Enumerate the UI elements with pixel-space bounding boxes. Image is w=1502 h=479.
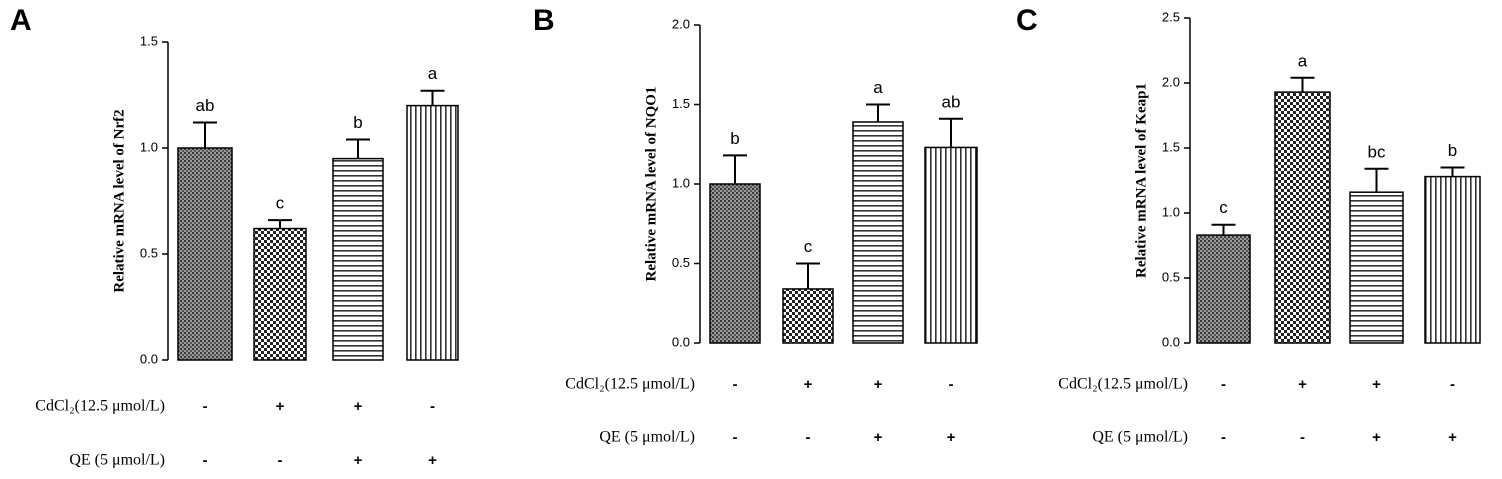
y-axis-label: Relative mRNA level of Nrf2	[111, 109, 127, 292]
treatment-sign: -	[203, 398, 208, 415]
treatment-sign: +	[1298, 376, 1307, 393]
treatment-sign: +	[947, 429, 956, 446]
treatment-sign: +	[1448, 429, 1457, 446]
y-tick-label: 0.0	[672, 334, 690, 349]
treatment-sign: -	[1300, 429, 1305, 446]
significance-letter: ab	[196, 96, 215, 115]
significance-letter: c	[804, 237, 813, 256]
significance-letter: b	[730, 129, 739, 148]
y-tick-label: 2.0	[1162, 74, 1180, 89]
panel-label: B	[533, 4, 555, 37]
treatment-sign: +	[354, 398, 363, 415]
bar	[253, 227, 307, 361]
treatment-label: QE (5 μmol/L)	[599, 429, 695, 446]
significance-letter: ab	[942, 92, 961, 111]
treatment-sign: -	[1221, 429, 1226, 446]
significance-letter: a	[428, 64, 438, 83]
significance-letter: c	[1219, 198, 1228, 217]
bar	[782, 288, 834, 344]
treatment-sign: +	[1372, 376, 1381, 393]
treatment-sign: -	[203, 452, 208, 469]
treatment-sign: -	[1221, 376, 1226, 393]
y-tick-label: 2.0	[672, 16, 690, 31]
y-tick-label: 0.5	[1162, 269, 1180, 284]
bar	[332, 157, 384, 361]
significance-letter: b	[353, 113, 362, 132]
bar	[709, 183, 761, 344]
treatment-sign: +	[874, 429, 883, 446]
y-tick-label: 0.5	[672, 255, 690, 270]
treatment-label: QE (5 μmol/L)	[1092, 429, 1188, 446]
y-axis-label: Relative mRNA level of Keap1	[1133, 83, 1149, 278]
y-tick-label: 1.0	[1162, 204, 1180, 219]
y-tick-label: 1.5	[1162, 139, 1180, 154]
bar	[1424, 175, 1481, 344]
treatment-sign: +	[874, 376, 883, 393]
panel-label: A	[10, 4, 32, 37]
treatment-sign: -	[733, 429, 738, 446]
treatment-sign: +	[276, 398, 285, 415]
treatment-sign: -	[806, 429, 811, 446]
treatment-sign: +	[428, 452, 437, 469]
y-tick-label: 1.5	[672, 96, 690, 111]
treatment-sign: -	[1450, 376, 1455, 393]
treatment-sign: -	[733, 376, 738, 393]
treatment-sign: +	[1372, 429, 1381, 446]
treatment-sign: +	[354, 452, 363, 469]
treatment-label: CdCl₂(12.5 μmol/L)	[1058, 376, 1188, 393]
treatment-label: QE (5 μmol/L)	[69, 452, 165, 469]
bar	[406, 104, 459, 361]
bar	[177, 147, 233, 361]
bar	[1349, 191, 1404, 344]
y-tick-label: 1.0	[672, 175, 690, 190]
bar	[1196, 234, 1251, 344]
y-axis-label: Relative mRNA level of NQO1	[643, 87, 659, 282]
significance-letter: b	[1448, 141, 1457, 160]
treatment-sign: -	[278, 452, 283, 469]
y-tick-label: 1.5	[140, 33, 158, 48]
bar	[924, 146, 978, 344]
significance-letter: a	[873, 78, 883, 97]
significance-letter: a	[1298, 51, 1308, 70]
y-tick-label: 0.0	[140, 351, 158, 366]
y-tick-label: 2.5	[1162, 9, 1180, 24]
y-tick-label: 0.0	[1162, 334, 1180, 349]
significance-letter: c	[276, 194, 285, 213]
panel-label: C	[1016, 4, 1038, 37]
bar	[852, 121, 904, 344]
bar	[1274, 91, 1331, 344]
significance-letter: bc	[1368, 142, 1386, 161]
treatment-sign: -	[430, 398, 435, 415]
y-tick-label: 1.0	[140, 139, 158, 154]
y-tick-label: 0.5	[140, 245, 158, 260]
treatment-label: CdCl₂(12.5 μmol/L)	[565, 376, 695, 393]
treatment-label: CdCl₂(12.5 μmol/L)	[35, 398, 165, 415]
treatment-sign: +	[804, 376, 813, 393]
treatment-sign: -	[949, 376, 954, 393]
